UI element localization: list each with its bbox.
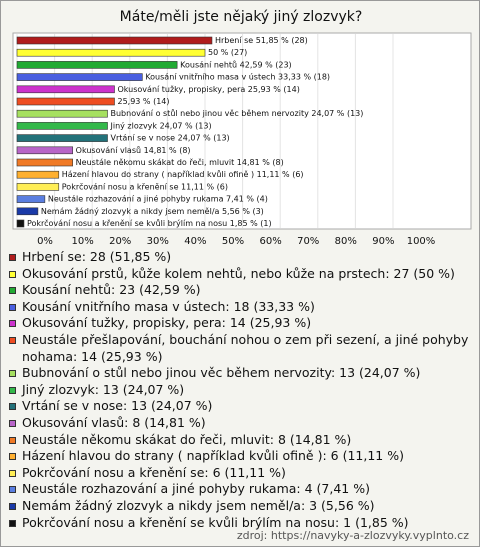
bar — [16, 219, 25, 228]
bar — [16, 170, 60, 179]
legend-item: Okusování vlasů: 8 (14,81 %) — [9, 415, 471, 432]
legend-label: Hrbení se: 28 (51,85 %) — [22, 249, 172, 264]
legend-swatch — [9, 469, 16, 477]
legend-swatch — [9, 320, 16, 328]
legend-item: Kousání nehtů: 23 (42,59 %) — [9, 282, 471, 299]
legend-swatch — [9, 303, 16, 311]
legend-label: Okusování prstů, kůže kolem nehtů, nebo … — [22, 265, 455, 281]
x-tick-label: 40% — [184, 236, 206, 246]
legend-item: Neustále přešlapování, bouchání nohou o … — [9, 332, 471, 365]
legend-item: Nemám žádný zlozvyk a nikdy jsem neměl/a… — [9, 498, 471, 515]
data-label: Neustále někomu skákat do řeči, mluvit 1… — [76, 157, 284, 167]
data-label: Neustále rozhazování a jiné pohyby rukam… — [48, 194, 268, 204]
data-label: Pokrčování nosu a křenění se 11,11 % (6) — [62, 181, 228, 191]
x-tick-label: 70% — [297, 236, 319, 246]
legend-label: Neustále rozhazování a jiné pohyby rukam… — [22, 481, 370, 497]
bar — [16, 146, 73, 155]
legend-swatch — [9, 453, 16, 461]
bar — [16, 207, 39, 216]
legend-swatch — [9, 370, 16, 378]
legend-swatch — [9, 419, 16, 427]
x-tick-label: 80% — [335, 236, 357, 246]
data-label: Pokrčování nosu a křenění se kvůli brýlí… — [27, 218, 272, 228]
legend-swatch — [9, 336, 16, 344]
legend-item: Okusování prstů, kůže kolem nehtů, nebo … — [9, 266, 471, 283]
data-label: Kousání vnitřního masa v ústech 33,33 % … — [145, 73, 330, 82]
legend-swatch — [9, 502, 16, 510]
x-tick-label: 30% — [147, 236, 169, 246]
legend-item: Hrbení se: 28 (51,85 %) — [9, 249, 471, 266]
legend-label: Pokrčování nosu a křenění se: 6 (11,11 %… — [22, 464, 286, 480]
data-label: Okusování vlasů 14,81 % (8) — [76, 145, 191, 155]
legend-label: Jiný zlozvyk: 13 (24,07 %) — [22, 381, 185, 397]
x-tick-label: 20% — [109, 236, 131, 246]
legend-label: Nemám žádný zlozvyk a nikdy jsem neměl/a… — [22, 497, 375, 513]
x-tick-label: 0% — [37, 236, 53, 246]
data-label: Hrbení se 51,85 % (28) — [215, 36, 308, 45]
data-label: Nemám žádný zlozvyk a nikdy jsem neměl/a… — [41, 207, 264, 216]
legend-label: Kousání vnitřního masa v ústech: 18 (33,… — [22, 298, 315, 314]
legend-swatch — [9, 403, 16, 411]
legend-label: Házení hlavou do strany ( například kvůl… — [22, 448, 404, 464]
bar — [16, 61, 178, 69]
bar — [16, 122, 108, 130]
data-label: 25,93 % (14) — [117, 97, 169, 106]
legend-item: Neustále někomu skákat do řeči, mluvit: … — [9, 432, 471, 449]
data-label: Házení hlavou do strany ( například kvůl… — [62, 169, 304, 179]
legend-item: Kousání vnitřního masa v ústech: 18 (33,… — [9, 299, 471, 316]
legend-item: Házení hlavou do strany ( například kvůl… — [9, 448, 471, 465]
bar — [16, 195, 46, 203]
bar — [16, 85, 115, 94]
legend-item: Neustále rozhazování a jiné pohyby rukam… — [9, 481, 471, 498]
legend-label: Vrtání se v nose: 13 (24,07 %) — [22, 398, 213, 414]
source: zdroj: https://navyky-a-zlozvyky.vyplnto… — [236, 529, 469, 542]
legend-item: Pokrčování nosu a křenění se: 6 (11,11 %… — [9, 465, 471, 482]
bar — [16, 97, 115, 106]
legend-label: Neustále přešlapování, bouchání nohou o … — [22, 331, 469, 364]
legend-swatch — [9, 254, 16, 261]
legend-item: Pokrčování nosu a křenění se kvůli brýlí… — [9, 515, 471, 532]
bar — [16, 109, 108, 118]
data-label: Kousání nehtů 42,59 % (23) — [180, 59, 292, 69]
bar — [16, 183, 60, 191]
legend: Hrbení se: 28 (51,85 %) Okusování prstů, … — [9, 249, 471, 531]
legend-swatch — [9, 519, 16, 527]
data-label: Okusování tužky, propisky, pera 25,93 % … — [117, 85, 299, 94]
x-tick-label: 60% — [259, 236, 281, 246]
legend-item: Jiný zlozvyk: 13 (24,07 %) — [9, 382, 471, 399]
x-tick-label: 100% — [407, 236, 436, 246]
chart-title: Máte/měli jste nějaký jiný zlozvyk? — [120, 9, 363, 25]
bar — [16, 134, 108, 142]
bar — [16, 48, 206, 57]
x-tick-label: 50% — [222, 236, 244, 246]
legend-item: Bubnování o stůl nebo jinou věc během ne… — [9, 365, 471, 382]
data-label: Jiný zlozvyk 24,07 % (13) — [110, 121, 212, 130]
data-label: Bubnování o stůl nebo jinou věc během ne… — [111, 108, 364, 118]
legend-swatch — [9, 386, 16, 394]
legend-label: Okusování vlasů: 8 (14,81 %) — [22, 414, 206, 430]
bar — [16, 36, 213, 45]
bar — [16, 73, 143, 81]
x-tick-label: 90% — [372, 236, 394, 246]
chart: Máte/měli jste nějaký jiný zlozvyk? 0% 10… — [12, 9, 472, 246]
bar — [16, 158, 73, 167]
legend-label: Pokrčování nosu a křenění se kvůli brýlí… — [22, 514, 409, 530]
legend-label: Bubnování o stůl nebo jinou věc během ne… — [22, 365, 421, 381]
legend-item: Vrtání se v nose: 13 (24,07 %) — [9, 398, 471, 415]
legend-item: Okusování tužky, propisky, pera: 14 (25,… — [9, 315, 471, 332]
legend-swatch — [9, 486, 16, 494]
legend-swatch — [9, 270, 16, 278]
x-tick-label: 10% — [71, 236, 93, 246]
legend-label: Neustále někomu skákat do řeči, mluvit: … — [22, 431, 352, 447]
legend-swatch — [9, 436, 16, 444]
legend-label: Kousání nehtů: 23 (42,59 %) — [22, 282, 201, 298]
data-label: 50 % (27) — [208, 48, 247, 57]
legend-swatch — [9, 287, 16, 295]
data-label: Vrtání se v nose 24,07 % (13) — [111, 134, 230, 143]
legend-label: Okusování tužky, propisky, pera: 14 (25,… — [22, 315, 312, 331]
